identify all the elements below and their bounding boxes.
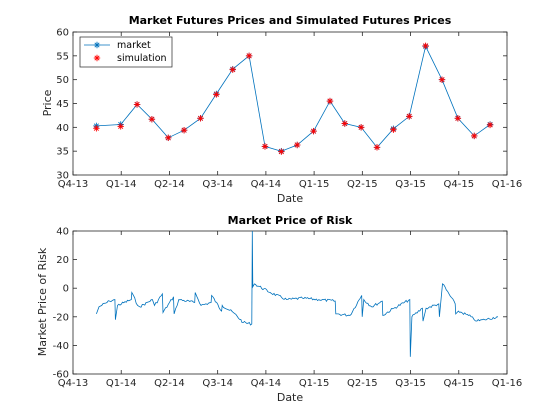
simulation-point <box>471 132 478 140</box>
simulation-point <box>326 97 334 105</box>
chart-bottom: Market Price of Risk Date Market Price o… <box>36 214 522 404</box>
y-tick-label: 20 <box>56 255 69 266</box>
x-tick-label: Q3-15 <box>395 179 426 190</box>
simulation-point <box>406 113 413 120</box>
x-tick-label: Q1-15 <box>299 179 330 190</box>
ticks-bottom: Q4-13 Q1-14 Q2-14 Q3-14 Q4-14 Q1-15 Q2-15 Q3-15… <box>53 227 523 390</box>
x-tick-label: Q1-15 <box>299 378 330 389</box>
legend-label-simulation: simulation <box>117 53 167 64</box>
x-tick-label: Q4-15 <box>443 179 474 190</box>
axes-box-bottom <box>72 230 508 375</box>
y-tick-label: 60 <box>56 28 69 39</box>
y-tick-label: 30 <box>56 171 69 182</box>
legend-marker-market <box>93 41 101 49</box>
simulation-point <box>117 123 124 130</box>
simulation-point <box>229 66 236 73</box>
y-tick-label: 35 <box>56 147 69 158</box>
simulation-point <box>278 148 285 155</box>
series-bottom <box>96 231 498 357</box>
simulation-point <box>422 42 429 50</box>
x-tick-label: Q3-14 <box>202 179 233 190</box>
simulation-point <box>373 144 381 151</box>
simulation-point <box>454 115 462 122</box>
x-axis-label-top: Date <box>277 192 304 205</box>
simulation-point <box>197 115 204 122</box>
simulation-point <box>261 143 269 150</box>
x-tick-label: Q4-15 <box>443 378 474 389</box>
chart-top: Market Futures Prices and Simulated Futu… <box>41 14 522 205</box>
y-tick-label: 40 <box>56 123 69 134</box>
legend-box <box>79 36 173 68</box>
legend-marker-simulation <box>93 54 101 62</box>
x-tick-label: Q1-16 <box>492 179 523 190</box>
simulation-point <box>245 52 253 60</box>
x-tick-label: Q3-14 <box>202 378 233 389</box>
x-tick-label: Q2-15 <box>347 378 378 389</box>
chart-title-bottom: Market Price of Risk <box>228 214 353 227</box>
simulation-point <box>133 101 141 108</box>
x-tick-label: Q4-14 <box>251 179 282 190</box>
simulation-point <box>294 141 301 149</box>
x-tick-label: Q3-15 <box>395 378 426 389</box>
simulation-point <box>341 120 348 127</box>
x-tick-label: Q4-13 <box>58 378 89 389</box>
simulation-point <box>310 127 317 135</box>
series-line-market-price-of-risk <box>96 231 498 357</box>
simulation-point <box>390 126 397 133</box>
x-tick-label: Q1-16 <box>492 378 523 389</box>
legend: market simulation <box>79 36 173 68</box>
chart-title-top: Market Futures Prices and Simulated Futu… <box>129 14 452 27</box>
x-tick-label: Q2-14 <box>154 179 185 190</box>
simulation-point <box>180 126 188 134</box>
y-axis-label-top: Price <box>41 89 54 116</box>
simulation-point <box>357 124 365 131</box>
legend-simulation-mark <box>93 54 101 62</box>
simulation-point <box>148 116 156 123</box>
y-tick-label: -20 <box>53 312 69 323</box>
y-tick-label: -40 <box>53 341 69 352</box>
y-tick-label: -60 <box>53 370 69 381</box>
x-tick-label: Q1-14 <box>106 179 137 190</box>
simulation-point <box>165 134 172 142</box>
y-axis-label-bottom: Market Price of Risk <box>36 247 49 356</box>
simulation-point <box>438 76 446 83</box>
legend-market-mark <box>93 41 101 49</box>
x-tick-label: Q4-13 <box>58 179 89 190</box>
simulation-point <box>486 121 494 129</box>
x-tick-label: Q2-15 <box>347 179 378 190</box>
y-tick-label: 55 <box>56 51 69 62</box>
y-tick-label: 45 <box>56 99 69 110</box>
simulation-point <box>213 91 220 98</box>
y-tick-label: 40 <box>56 227 69 238</box>
y-tick-label: 0 <box>63 284 69 295</box>
legend-label-market: market <box>117 40 151 51</box>
simulation-point <box>93 125 100 132</box>
x-tick-label: Q4-14 <box>251 378 282 389</box>
x-tick-label: Q2-14 <box>154 378 185 389</box>
series-top <box>93 42 494 155</box>
ticks-top: Q4-13 Q1-14 Q2-14 Q3-14 Q4-14 Q1-15 Q2-15 Q3-15… <box>56 28 522 191</box>
x-tick-label: Q1-14 <box>106 378 137 389</box>
x-axis-label-bottom: Date <box>277 391 304 404</box>
y-tick-label: 50 <box>56 75 69 86</box>
